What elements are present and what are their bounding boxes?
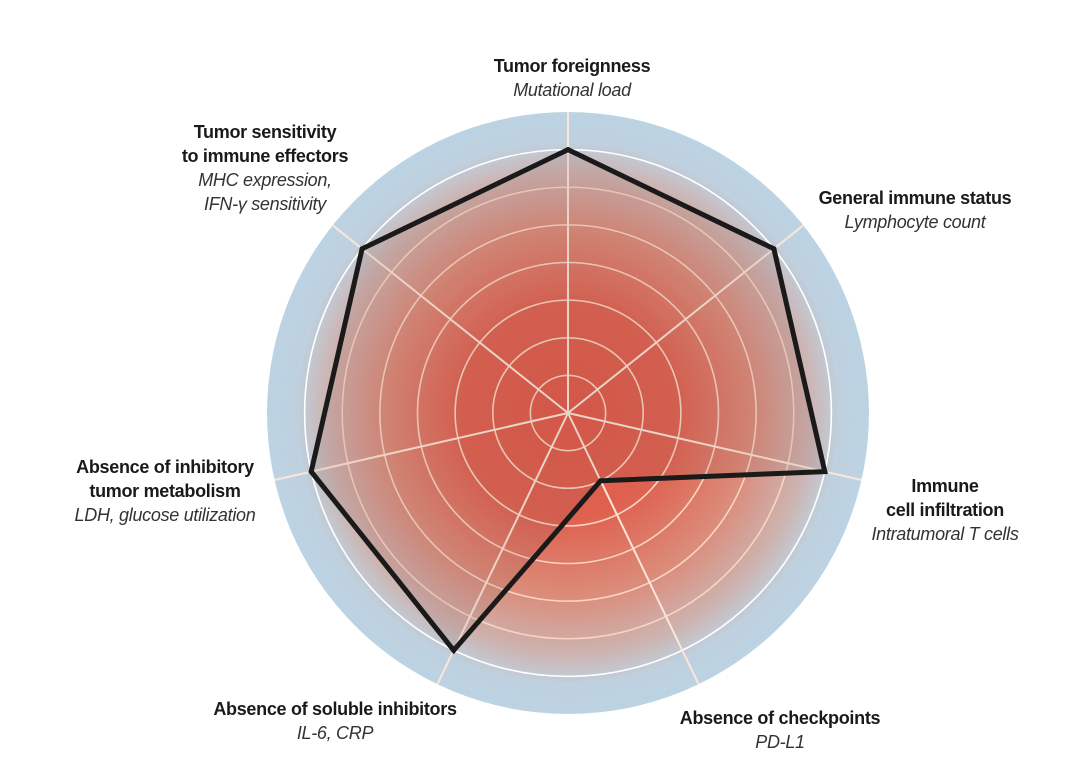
axis-subtitle: MHC expression, xyxy=(198,170,332,190)
axis-title: tumor metabolism xyxy=(89,481,241,501)
data-point xyxy=(822,469,828,475)
axis-label-absence-of-inhibitory-tumor-metabolism: Absence of inhibitory tumor metabolism L… xyxy=(50,455,280,527)
axis-title: Immune xyxy=(911,476,979,496)
axis-spoke xyxy=(332,224,569,414)
axis-subtitle: IL-6, CRP xyxy=(296,723,374,743)
axis-spoke xyxy=(274,412,569,481)
score-polygon xyxy=(308,146,828,655)
axis-subtitle: Mutational load xyxy=(513,80,631,100)
axis-label-immune-cell-infiltration: Immune cell infiltration Intratumoral T … xyxy=(850,474,1040,546)
axis-label-absence-of-checkpoints: Absence of checkpoints PD-L1 xyxy=(660,706,900,754)
axis-title: to immune effectors xyxy=(181,146,349,166)
axis-subtitle: IFN-γ sensitivity xyxy=(204,194,326,214)
data-point xyxy=(359,246,365,252)
axis-title: Absence of inhibitory xyxy=(76,457,254,477)
axis-subtitle: LDH, glucose utilization xyxy=(74,505,256,525)
axis-title: General immune status xyxy=(818,188,1012,208)
axis-title: Tumor sensitivity xyxy=(193,122,337,142)
axis-spoke xyxy=(567,224,804,414)
axis-spoke xyxy=(436,412,569,685)
axis-subtitle: PD-L1 xyxy=(755,732,805,752)
axis-title: Absence of soluble inhibitors xyxy=(213,699,457,719)
axis-label-tumor-sensitivity: Tumor sensitivity to immune effectors MH… xyxy=(160,120,370,216)
data-point xyxy=(451,647,457,653)
data-point xyxy=(771,246,777,252)
axis-title: Absence of checkpoints xyxy=(679,708,881,728)
axis-label-absence-of-soluble-inhibitors: Absence of soluble inhibitors IL-6, CRP xyxy=(190,697,480,745)
axis-spoke xyxy=(567,412,862,481)
data-point xyxy=(308,469,314,475)
axis-subtitle: Lymphocyte count xyxy=(844,212,986,232)
data-point xyxy=(565,147,571,153)
data-point xyxy=(598,478,604,484)
axis-title: cell infiltration xyxy=(886,500,1004,520)
axis-title: Tumor foreignness xyxy=(493,56,651,76)
axis-label-tumor-foreignness: Tumor foreignness Mutational load xyxy=(472,54,672,102)
axis-subtitle: Intratumoral T cells xyxy=(871,524,1019,544)
axis-label-general-immune-status: General immune status Lymphocyte count xyxy=(795,186,1035,234)
axis-spoke xyxy=(567,412,700,685)
